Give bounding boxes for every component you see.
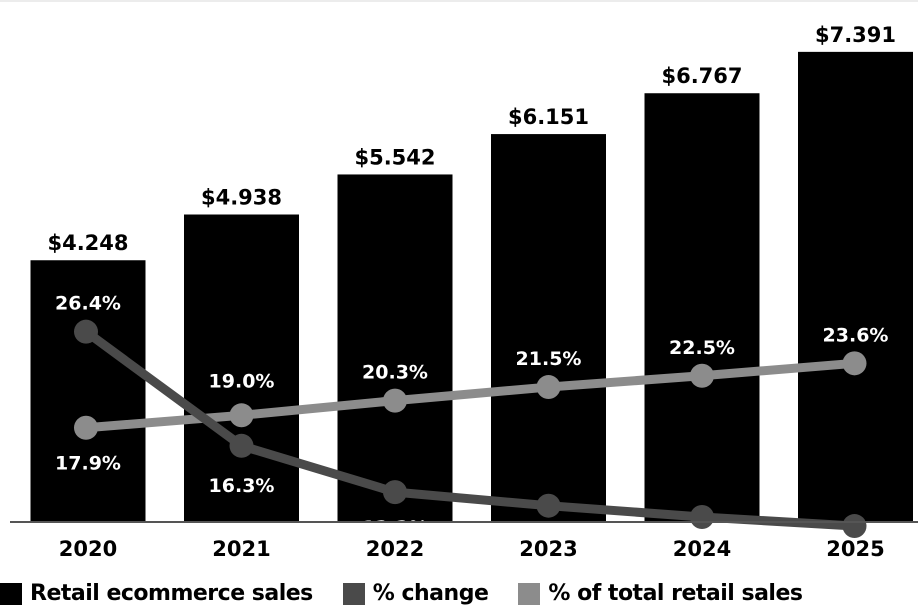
point-change-2023 — [536, 493, 561, 518]
point-change-2022 — [383, 480, 407, 505]
point-label-change-2022: 12.2% — [362, 517, 428, 539]
legend-swatch-ecommerce-sales — [0, 582, 22, 605]
bar-2024 — [644, 93, 760, 522]
bar-value-label-2023: $6.151 — [508, 105, 589, 129]
legend-swatch-percent-of-total — [518, 582, 541, 605]
labels-layer: $4.248 $4.938 $5.542 $6.151 $6.767 $7.391 26.4… — [47, 23, 896, 573]
bars-layer — [30, 51, 913, 523]
point-label-change-2023: 11.0% — [516, 531, 582, 553]
point-label-of-total-retail-sales-2024: 22.5% — [669, 337, 735, 359]
bar-2020 — [30, 260, 146, 522]
point-of-total-retail-sales-2022 — [383, 388, 407, 413]
legend-label: % of total retail sales — [548, 581, 803, 606]
point-change-2021 — [229, 433, 254, 458]
legend-item-percent-of-total: % of total retail sales — [518, 581, 803, 606]
point-change-2020 — [74, 319, 98, 344]
point-of-total-retail-sales-2021 — [229, 403, 254, 428]
legend-item-ecommerce-sales: Retail ecommerce sales — [0, 581, 313, 606]
point-of-total-retail-sales-2025 — [842, 351, 867, 376]
point-of-total-retail-sales-2020 — [74, 415, 98, 440]
point-label-of-total-retail-sales-2025: 23.6% — [823, 324, 889, 346]
bar-value-label-2022: $5.542 — [354, 145, 435, 169]
bar-value-label-2025: $7.391 — [815, 23, 896, 47]
legend-item-percent-change: % change — [342, 581, 489, 606]
x-ticks-layer: 2020 2021 2022 2023 2024 2025 — [59, 537, 885, 561]
x-tick-label-2025: 2025 — [826, 537, 884, 561]
point-of-total-retail-sales-2024 — [690, 363, 714, 388]
bar-value-label-2021: $4.938 — [201, 186, 282, 210]
bar-2023 — [491, 134, 606, 522]
bar-2025 — [798, 51, 913, 522]
x-tick-label-2023: 2023 — [519, 537, 577, 561]
point-label-of-total-retail-sales-2021: 19.0% — [209, 370, 275, 392]
legend-swatch-percent-change — [342, 582, 365, 605]
legend-label: % change — [372, 581, 489, 606]
point-label-change-2024: 10.0% — [669, 542, 735, 564]
bar-2021 — [184, 214, 299, 522]
x-tick-label-2024: 2024 — [673, 537, 731, 561]
point-change-2025 — [842, 514, 867, 539]
line-of-total-retail-sales — [81, 358, 859, 433]
point-label-change-2021: 16.3% — [209, 475, 275, 497]
x-tick-label-2020: 2020 — [59, 537, 117, 561]
legend-label: Retail ecommerce sales — [30, 581, 313, 606]
point-label-of-total-retail-sales-2020: 17.9% — [55, 453, 121, 475]
bar-value-label-2020: $4.248 — [47, 231, 128, 255]
chart-area: $4.248 $4.938 $5.542 $6.151 $6.767 $7.391 26.4… — [0, 0, 918, 573]
point-label-of-total-retail-sales-2023: 21.5% — [516, 348, 582, 370]
point-label-of-total-retail-sales-2022: 20.3% — [362, 362, 428, 384]
point-change-2024 — [690, 505, 714, 529]
legend: Retail ecommerce sales % change % of tot… — [0, 578, 833, 609]
line-change — [81, 327, 859, 531]
bar-value-label-2024: $6.767 — [661, 64, 742, 88]
bar-2022 — [337, 174, 453, 523]
x-tick-label-2021: 2021 — [212, 537, 270, 561]
lines-layer — [74, 319, 867, 539]
point-label-change-2020: 26.4% — [55, 293, 121, 315]
point-label-change-2025: 9.2% — [829, 551, 882, 573]
point-of-total-retail-sales-2023 — [536, 375, 561, 400]
x-tick-label-2022: 2022 — [366, 537, 424, 561]
